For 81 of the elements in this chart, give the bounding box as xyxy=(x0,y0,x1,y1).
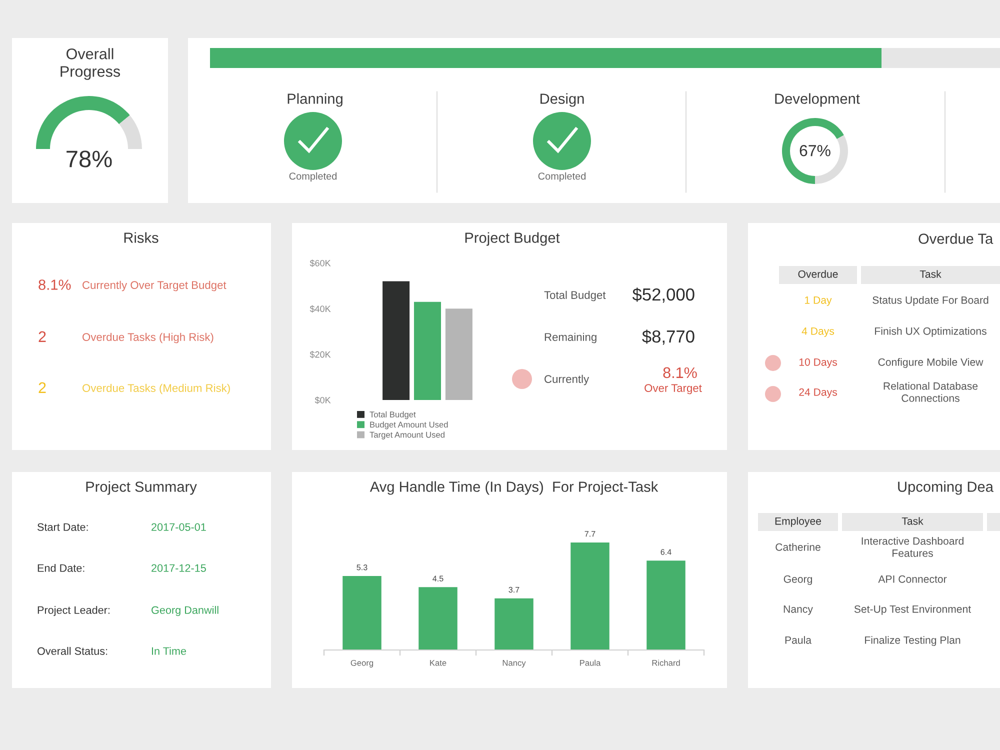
text: Overdue Ta xyxy=(918,233,994,244)
text: $52,000 xyxy=(632,288,694,303)
x-tick-label: Kate xyxy=(430,660,446,666)
text: Project Summary xyxy=(86,481,197,495)
bar xyxy=(570,542,610,650)
data-label: 7.7 xyxy=(584,531,596,537)
text: Interactive Dashboard Features xyxy=(862,537,964,557)
bar xyxy=(382,281,410,400)
donut-slice xyxy=(782,118,844,184)
text: 2017-12-15 xyxy=(152,564,206,572)
x-tick-label: Paula xyxy=(580,660,601,666)
text: Completed xyxy=(538,172,586,182)
text: Project Leader: xyxy=(38,606,110,616)
x-tick-label: Richard xyxy=(652,660,680,666)
bar xyxy=(494,598,534,650)
bar xyxy=(418,587,458,650)
text: Relational Database Connections xyxy=(884,382,978,402)
data-label: 4.5 xyxy=(432,576,444,582)
data-label: 6.4 xyxy=(660,549,672,555)
text: Project Budget xyxy=(465,232,560,246)
text: 2017-05-01 xyxy=(152,523,206,531)
bar xyxy=(342,576,382,650)
text: In Time xyxy=(152,646,186,655)
text: 78% xyxy=(66,150,112,168)
text: Overdue xyxy=(798,270,838,278)
bar xyxy=(445,308,472,400)
text: Configure Mobile View xyxy=(878,358,984,368)
x-tick-label: Nancy xyxy=(502,660,526,668)
bar xyxy=(646,560,686,650)
text: Total Budget xyxy=(544,290,606,302)
text: Employee xyxy=(775,517,821,527)
chart-title: Development xyxy=(775,93,860,107)
text: 2 xyxy=(38,382,46,393)
text: 1 Day xyxy=(805,296,832,306)
text: 10 Days xyxy=(799,358,837,368)
data-label: 5.3 xyxy=(356,564,368,570)
text: Start Date: xyxy=(37,523,88,531)
text: End Date: xyxy=(38,564,84,572)
text: Completed xyxy=(289,172,337,182)
text: Nancy xyxy=(784,605,813,615)
chart-title: Avg Handle Time (In Days) For Project-Task xyxy=(370,481,658,495)
text: Finalize Testing Plan xyxy=(865,636,960,646)
text: 4 Days xyxy=(802,327,834,337)
text: Currently Over Target Budget xyxy=(82,280,226,292)
text: Georg xyxy=(784,575,812,585)
text: Georg Danwill xyxy=(152,606,218,616)
text: Paula xyxy=(785,636,812,644)
x-tick-label: Georg xyxy=(350,660,374,668)
text: 8.1% xyxy=(663,367,697,378)
text: 8.1% xyxy=(38,280,71,290)
chart-title: Overall Progress xyxy=(60,48,120,80)
y-tick-label: $40K xyxy=(310,305,331,313)
y-tick-label: $60K xyxy=(310,260,331,267)
text: Design xyxy=(540,93,584,107)
y-tick-label: $0K xyxy=(314,396,331,404)
text: Overall Status: xyxy=(38,646,108,655)
text: Catherine xyxy=(776,543,820,551)
y-tick-label: $20K xyxy=(310,350,331,358)
legend-label: Target Amount Used xyxy=(370,432,444,440)
text: Status Update For Board xyxy=(872,296,988,306)
text: Task xyxy=(902,517,924,525)
text: Over Target xyxy=(644,384,702,394)
text: Risks xyxy=(124,232,158,243)
text: Upcoming Dea xyxy=(898,481,994,495)
text: Remaining xyxy=(544,332,596,344)
text: API Connector xyxy=(878,575,947,583)
text: Finish UX Optimizations xyxy=(875,327,986,337)
text: $8,770 xyxy=(642,330,694,345)
legend-label: Budget Amount Used xyxy=(370,421,448,430)
text: Set-Up Test Environment xyxy=(854,605,971,615)
text: Overdue Tasks (Medium Risk) xyxy=(82,384,230,394)
data-label: 3.7 xyxy=(508,586,520,593)
bar xyxy=(414,302,442,400)
text: Overdue Tasks (High Risk) xyxy=(82,332,214,344)
text: 2 xyxy=(38,331,46,342)
text: Currently xyxy=(544,374,590,386)
text: Task xyxy=(920,270,942,278)
text: 67% xyxy=(800,144,830,156)
legend-label: Total Budget xyxy=(370,411,416,420)
text: Planning xyxy=(288,93,342,107)
text: 24 Days xyxy=(799,388,837,398)
